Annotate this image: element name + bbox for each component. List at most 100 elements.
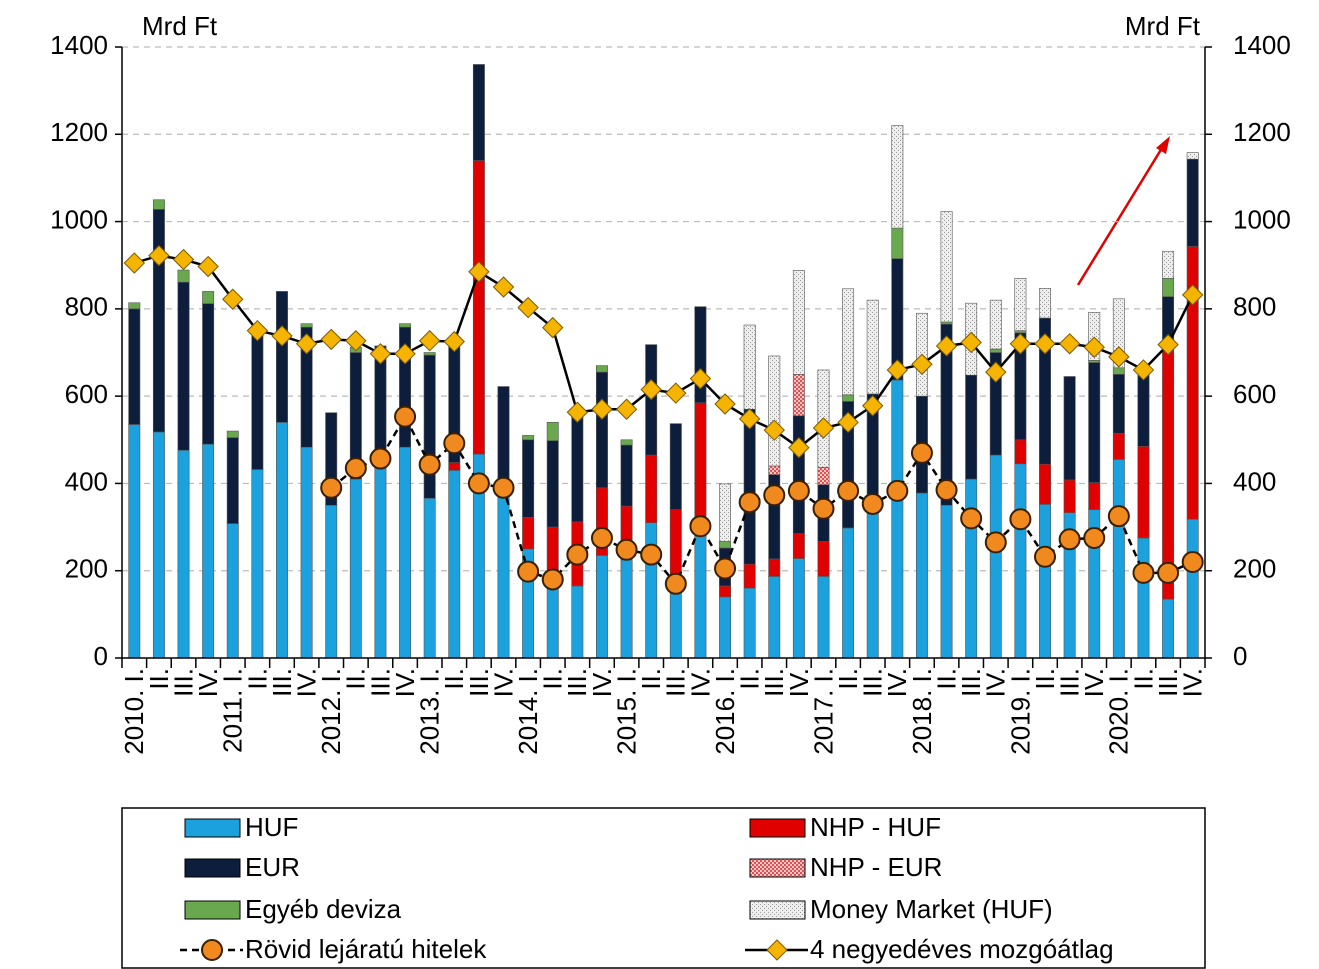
bar-segment — [940, 211, 953, 323]
bar-segment — [128, 424, 141, 659]
line-marker — [985, 361, 1007, 383]
bar-segment — [915, 492, 928, 659]
bar-segment — [743, 563, 756, 589]
bar-segment — [694, 535, 707, 659]
bar-segment — [300, 323, 313, 328]
bar-segment — [202, 291, 215, 304]
bar-segment — [940, 504, 953, 659]
x-tick-label: 2014. I. — [513, 668, 543, 755]
line-marker — [591, 398, 613, 420]
bar-segment — [1162, 341, 1175, 600]
bar-segment — [251, 330, 264, 470]
line-marker — [886, 479, 909, 502]
bar-segment — [202, 443, 215, 659]
bar-segment — [1112, 374, 1125, 434]
line-marker — [640, 543, 663, 566]
x-tick-label: IV. — [981, 668, 1011, 697]
line-marker — [911, 353, 933, 375]
bar-segment — [596, 555, 608, 659]
legend-label: HUF — [245, 812, 298, 842]
x-tick-label: 2012. I. — [316, 668, 346, 755]
bar-segment — [522, 435, 535, 441]
line-marker — [960, 507, 983, 530]
line-marker — [1083, 336, 1105, 358]
line-marker — [763, 419, 785, 441]
bar-segment — [743, 324, 756, 410]
bar-segment — [1088, 360, 1101, 363]
legend-swatch — [749, 900, 806, 920]
line-marker — [197, 255, 219, 278]
x-tick-label: IV. — [193, 668, 223, 697]
legend-marker — [766, 939, 788, 961]
line-marker — [541, 568, 564, 591]
line-marker — [714, 557, 737, 580]
x-tick-label: III. — [956, 668, 986, 697]
bar-segment — [177, 449, 190, 659]
y2-axis-label: Mrd Ft — [1125, 11, 1201, 41]
bar-segment — [842, 527, 855, 659]
line — [133, 254, 1194, 450]
bar-segment — [866, 509, 879, 659]
x-tick-label: 2017. I. — [808, 668, 838, 755]
bar-segment — [1186, 158, 1199, 247]
bar-segment — [1014, 463, 1027, 659]
bar-segment — [546, 422, 559, 441]
y2-tick-label: 400 — [1233, 466, 1276, 496]
line-marker — [665, 382, 687, 404]
bar-segment — [349, 478, 362, 659]
legend-label: NHP - HUF — [810, 812, 941, 842]
bar-segment — [399, 446, 412, 659]
bar-segment — [719, 596, 731, 659]
line-marker — [689, 515, 712, 538]
bar-segment — [1063, 479, 1076, 513]
line-marker — [1034, 333, 1056, 355]
x-tick-label: 2015. I. — [611, 668, 641, 755]
line-marker — [443, 330, 465, 353]
x-tick-label: II. — [341, 668, 371, 690]
line-marker — [295, 333, 318, 355]
line-marker — [443, 432, 466, 455]
line-marker — [492, 276, 515, 298]
bar-segment — [669, 423, 682, 510]
line-marker — [935, 478, 958, 501]
y2-tick-label: 600 — [1233, 379, 1276, 409]
x-tick-label: II. — [636, 668, 666, 690]
x-tick-label: 2020. I. — [1104, 668, 1134, 755]
bar-segment — [374, 461, 387, 659]
bar-segment — [472, 160, 485, 455]
x-tick-label: IV. — [291, 668, 321, 697]
y2-tick-label: 200 — [1233, 554, 1276, 584]
bar-segment — [768, 355, 781, 467]
bar-segment — [177, 281, 190, 451]
line-marker — [738, 491, 761, 514]
x-tick-label: III. — [464, 668, 494, 697]
line-marker — [590, 526, 613, 549]
bar-segment — [620, 439, 633, 446]
bar-segment — [891, 379, 904, 659]
bar-segment — [719, 483, 731, 542]
bar-segment — [472, 64, 485, 161]
y-tick-label: 400 — [65, 466, 108, 496]
legend-label: NHP - EUR — [810, 852, 942, 882]
bar-segment — [1088, 312, 1101, 361]
line-marker — [1009, 333, 1032, 355]
bar-segment — [128, 308, 141, 425]
bar-segment — [448, 462, 461, 471]
bar-segment — [546, 585, 559, 659]
x-tick-label: II. — [242, 668, 272, 690]
bar-segment — [448, 470, 461, 659]
line-marker — [344, 457, 367, 480]
line-marker — [246, 319, 269, 342]
legend-swatch — [184, 818, 241, 838]
bar-segment — [989, 454, 1002, 659]
bar-segment — [1039, 463, 1051, 505]
y2-tick-label: 0 — [1233, 641, 1247, 671]
line-marker — [615, 398, 638, 420]
line-marker — [984, 531, 1007, 554]
line-marker — [320, 476, 343, 499]
y2-tick-label: 1200 — [1233, 117, 1291, 147]
bar-segment — [1112, 432, 1125, 460]
bar-segment — [792, 558, 805, 659]
line-marker — [837, 479, 860, 502]
line-marker — [664, 572, 687, 595]
